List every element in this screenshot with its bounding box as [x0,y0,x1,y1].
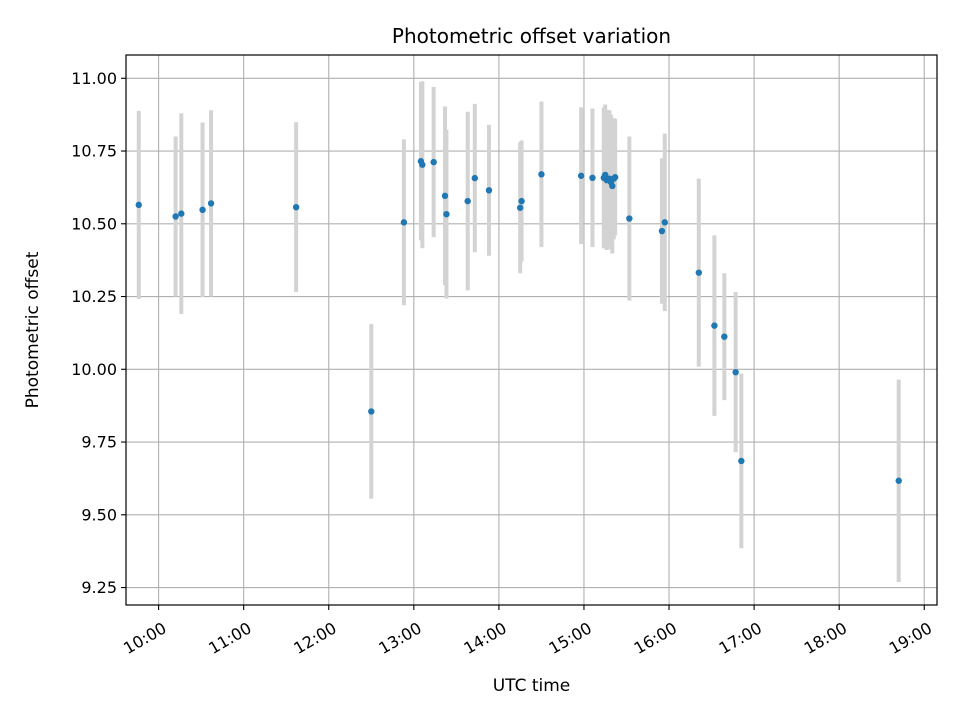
data-point [538,171,545,178]
data-point [292,203,300,211]
data-point [178,210,185,217]
chart-title: Photometric offset variation [392,24,671,48]
data-point [732,368,739,376]
y-tick-label: 9.25 [81,578,117,597]
data-points [135,158,902,484]
data-point [658,227,666,235]
data-point [602,171,609,179]
data-point [485,187,493,194]
data-point [609,182,616,190]
data-point [464,197,471,205]
y-tick-label: 10.75 [71,142,117,161]
data-point [661,219,668,226]
data-point [589,174,596,182]
data-point [443,210,450,218]
y-axis-ticks: 9.25 9.50 9.75 10.00 10.25 10.50 10.75 11.00 [71,69,126,597]
grid [126,55,937,605]
y-tick-label: 10.25 [71,287,117,306]
data-point [895,477,902,484]
data-point [626,215,633,222]
y-tick-label: 9.75 [81,433,117,452]
data-point [577,172,585,179]
data-point [471,174,478,182]
data-point [516,204,524,211]
data-point [695,269,703,276]
data-point [441,192,449,200]
data-point [611,174,619,181]
data-point [135,201,142,209]
data-point [207,200,215,207]
y-axis-label: Photometric offset [23,251,43,408]
y-tick-label: 10.50 [71,214,117,233]
data-point [738,457,745,465]
data-point [721,333,728,340]
x-axis-label: UTC time [493,676,571,696]
y-tick-label: 10.00 [71,360,117,379]
data-point [711,322,718,329]
data-point [368,408,375,415]
plot-frame [125,54,938,606]
data-point [400,219,408,226]
data-point [430,158,437,166]
y-tick-label: 11.00 [71,69,117,88]
data-point [172,213,179,220]
data-point [199,206,206,214]
data-point [518,197,525,205]
y-tick-label: 9.50 [81,505,117,524]
data-point [419,161,426,168]
